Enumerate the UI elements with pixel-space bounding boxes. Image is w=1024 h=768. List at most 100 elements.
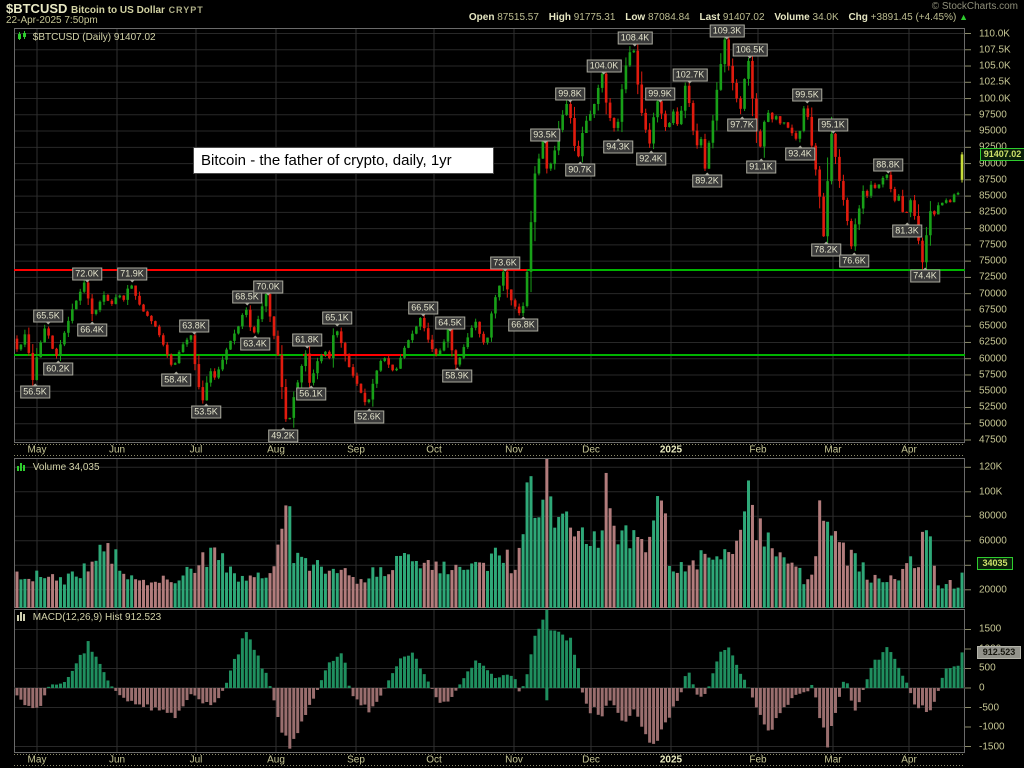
volume-bar [217,560,221,608]
volume-bar [252,577,256,608]
volume-bar [169,582,173,608]
candle-body [422,317,426,329]
macd-bar [138,688,142,705]
candle-body [43,328,46,343]
price-axis-tick-label: 92500 [979,142,1007,153]
macd-bar [276,688,280,718]
volume-axis-tick-label: 120K [979,461,1003,473]
month-label: Dec [582,444,600,456]
candle-body [763,121,766,147]
macd-bar [43,688,47,696]
macd-bar [335,656,339,688]
volume-bar [106,543,110,608]
volume-bar [620,530,624,608]
macd-bar [19,688,23,700]
volume-bar [806,579,810,608]
pivot-price-label: 106.5K [732,43,768,59]
candle-body [719,64,723,90]
candle-body [537,158,541,174]
volume-bar [509,573,513,608]
volume-bar [826,521,830,608]
macd-bar [573,654,577,688]
volume-bar [434,561,438,608]
price-axis-tick-label: 80000 [979,223,1007,235]
candle-body [778,116,782,124]
candlestick-icon [17,31,27,44]
candle-body [474,321,477,328]
candle-body [426,328,430,340]
candle-body [711,120,715,143]
volume-bar [426,560,430,608]
candle-body [838,156,841,182]
volume-bar [98,544,102,608]
volume-bar [592,531,596,608]
candle-body [395,368,398,371]
candle-body [794,133,798,139]
candle-body [458,357,462,365]
macd-bar [687,672,691,688]
candle-body [217,369,220,378]
macd-bar [209,688,213,706]
macd-bar [149,688,153,711]
macd-bar [395,666,399,688]
macd-bar [62,682,66,688]
macd-bar [225,682,229,688]
candle-body [513,300,517,307]
candle-body [672,111,675,124]
candle-body [229,340,232,350]
macd-bar [339,653,343,688]
macd-bar [177,688,181,711]
macd-bar [446,688,450,702]
volume-bar [841,542,845,608]
pivot-price-label: 66.5K [408,301,438,317]
macd-bar [529,654,533,688]
volume-bar [735,540,739,608]
volume-bar [134,579,138,608]
macd-bar [648,688,652,743]
macd-bar [70,670,74,688]
volume-bar [596,547,600,608]
candle-body [909,200,912,213]
candle-body [51,335,54,349]
last-macd-badge: 912.523 [977,646,1021,659]
pivot-price-label: 72.0K [72,267,102,283]
macd-bar [660,688,664,730]
volume-bar [272,566,276,608]
candle-body [470,327,474,338]
volume-bar [145,585,149,608]
candle-body [71,309,74,321]
volume-icon [17,461,27,474]
candle-body [126,288,129,300]
candle-body [450,329,454,351]
volume-bar [616,544,620,608]
candle-body [335,331,339,336]
volume-bar [648,536,652,608]
month-label: Sep [347,754,365,766]
candle-body [616,121,620,128]
volume-bar [644,552,648,608]
pivot-price-label: 63.8K [179,319,209,335]
volume-bar [284,505,288,608]
volume-bar [608,508,612,608]
candle-body [59,344,62,356]
volume-bar [438,573,442,608]
macd-bar [778,688,782,714]
macd-bar [55,684,59,688]
macd-axis-tick-label: -1000 [979,721,1005,733]
candle-body [834,133,837,157]
macd-bar [280,688,284,733]
volume-bar [232,573,236,608]
candle-body [403,347,406,358]
candle-body [747,60,750,79]
macd-bar [881,652,885,688]
pivot-price-label: 52.6K [354,408,384,424]
macd-bar [731,655,735,688]
copyright: © StockCharts.com [931,1,1018,12]
macd-bar [549,630,553,688]
macd-bar [300,688,304,722]
macd-bar [822,688,826,728]
pivot-price-label: 70.0K [253,280,283,296]
macd-bar [78,654,82,688]
volume-bar [861,562,865,608]
